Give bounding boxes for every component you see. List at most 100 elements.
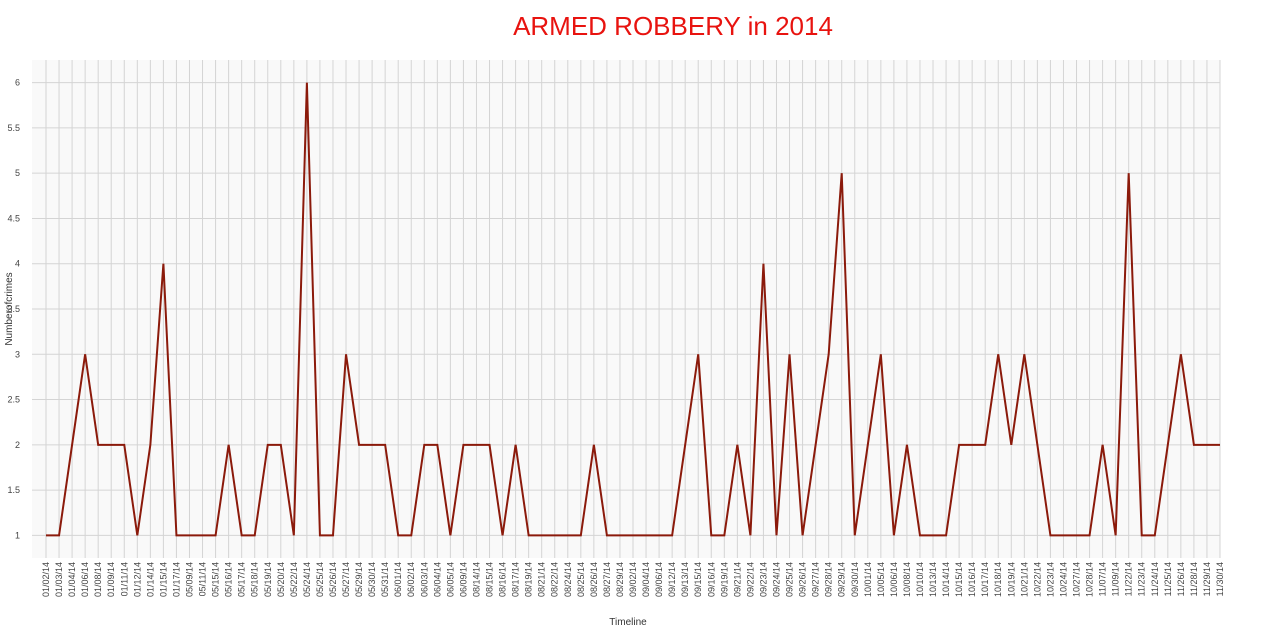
x-tick-label: 10/14/14: [941, 562, 951, 597]
x-tick-label: 05/17/14: [237, 562, 247, 597]
x-tick-label: 01/02/14: [41, 562, 51, 597]
x-tick-label: 10/24/14: [1058, 562, 1068, 597]
x-tick-label: 05/16/14: [224, 562, 234, 597]
x-tick-label: 09/29/14: [837, 562, 847, 597]
x-tick-label: 11/24/14: [1150, 562, 1160, 596]
x-tick-label: 09/23/14: [758, 562, 768, 597]
x-tick-label: 01/06/14: [80, 562, 90, 597]
x-tick-label: 05/30/14: [367, 562, 377, 597]
x-tick-label: 05/31/14: [380, 562, 390, 597]
x-tick-label: 11/30/14: [1215, 562, 1225, 596]
x-tick-label: 10/16/14: [967, 562, 977, 597]
x-tick-label: 08/25/14: [576, 562, 586, 597]
x-axis-label: Timeline: [609, 617, 647, 628]
x-tick-label: 11/26/14: [1176, 562, 1186, 596]
x-tick-label: 06/01/14: [393, 562, 403, 597]
y-axis-label: Numberofcrimes: [4, 272, 15, 345]
x-tick-label: 09/04/14: [641, 562, 651, 597]
x-tick-label: 08/27/14: [602, 562, 612, 597]
data-line: [46, 82, 1220, 537]
x-tick-label: 08/21/14: [537, 562, 547, 597]
x-tick-label: 09/25/14: [785, 562, 795, 597]
x-tick-label: 10/18/14: [993, 562, 1003, 597]
x-tick-label: 01/14/14: [145, 562, 155, 597]
x-tick-label: 05/27/14: [341, 562, 351, 597]
x-tick-label: 10/10/14: [915, 562, 925, 597]
x-tick-label: 09/21/14: [732, 562, 742, 597]
x-tick-label: 09/15/14: [693, 562, 703, 597]
x-tick-label: 06/04/14: [432, 562, 442, 597]
x-tick-label: 10/27/14: [1072, 562, 1082, 597]
x-tick-label: 05/29/14: [354, 562, 364, 597]
x-tick-label: 08/22/14: [550, 562, 560, 597]
x-tick-label: 05/19/14: [263, 562, 273, 597]
y-tick-label: 4: [15, 259, 20, 269]
y-tick-label: 4.5: [7, 213, 20, 223]
x-tick-label: 06/03/14: [419, 562, 429, 597]
x-tick-label: 10/05/14: [876, 562, 886, 597]
x-tick-label: 01/12/14: [132, 562, 142, 597]
y-tick-label: 5: [15, 168, 20, 178]
x-tick-label: 09/12/14: [667, 562, 677, 597]
x-tick-label: 05/11/14: [198, 562, 208, 596]
x-tick-label: 05/15/14: [211, 562, 221, 597]
x-tick-label: 06/02/14: [406, 562, 416, 597]
x-tick-label: 05/24/14: [302, 562, 312, 597]
x-tick-label: 01/11/14: [119, 562, 129, 596]
x-tick-label: 05/26/14: [328, 562, 338, 597]
x-tick-label: 11/22/14: [1124, 562, 1134, 596]
x-tick-label: 08/24/14: [563, 562, 573, 597]
x-tick-label: 10/22/14: [1032, 562, 1042, 597]
x-tick-label: 11/23/14: [1137, 562, 1147, 596]
x-tick-label: 08/14/14: [471, 562, 481, 597]
chart-title: ARMED ROBBERY in 2014: [513, 11, 833, 41]
x-tick-label: 08/19/14: [524, 562, 534, 597]
x-tick-label: 06/09/14: [458, 562, 468, 597]
x-tick-label: 10/13/14: [928, 562, 938, 597]
x-tick-label: 01/04/14: [67, 562, 77, 597]
x-tick-label: 10/17/14: [980, 562, 990, 597]
x-tick-label: 09/22/14: [745, 562, 755, 597]
x-tick-label: 11/29/14: [1202, 562, 1212, 596]
x-tick-label: 05/18/14: [250, 562, 260, 597]
x-tick-label: 01/09/14: [106, 562, 116, 597]
x-tick-label: 09/24/14: [771, 562, 781, 597]
y-tick-label: 5.5: [7, 123, 20, 133]
y-tick-label: 2.5: [7, 395, 20, 405]
y-tick-label: 3.5: [7, 304, 20, 314]
x-tick-label: 10/15/14: [954, 562, 964, 597]
x-tick-label: 01/15/14: [158, 562, 168, 597]
x-tick-label: 09/02/14: [628, 562, 638, 597]
y-tick-label: 1.5: [7, 485, 20, 495]
x-tick-label: 05/20/14: [276, 562, 286, 597]
x-tick-label: 09/16/14: [706, 562, 716, 597]
x-tick-label: 10/28/14: [1085, 562, 1095, 597]
x-tick-label: 08/15/14: [485, 562, 495, 597]
x-tick-label: 01/17/14: [171, 562, 181, 597]
x-tick-label: 08/17/14: [511, 562, 521, 597]
x-tick-label: 08/26/14: [589, 562, 599, 597]
x-tick-label: 11/28/14: [1189, 562, 1199, 596]
x-tick-label: 08/29/14: [615, 562, 625, 597]
x-tick-label: 08/16/14: [498, 562, 508, 597]
x-tick-label: 10/19/14: [1006, 562, 1016, 597]
y-tick-label: 6: [15, 78, 20, 88]
x-tick-label: 11/25/14: [1163, 562, 1173, 596]
x-tick-label: 09/30/14: [850, 562, 860, 597]
x-tick-label: 11/07/14: [1098, 562, 1108, 596]
x-tick-label: 09/26/14: [798, 562, 808, 597]
x-tick-label: 09/13/14: [680, 562, 690, 597]
x-tick-label: 09/28/14: [824, 562, 834, 597]
x-tick-label: 05/25/14: [315, 562, 325, 597]
x-tick-label: 01/03/14: [54, 562, 64, 597]
y-tick-label: 3: [15, 349, 20, 359]
x-tick-label: 01/08/14: [93, 562, 103, 597]
x-tick-label: 10/08/14: [902, 562, 912, 597]
x-tick-label: 11/09/14: [1111, 562, 1121, 596]
x-tick-label: 10/01/14: [863, 562, 873, 597]
y-tick-label: 1: [15, 530, 20, 540]
x-tick-label: 05/22/14: [289, 562, 299, 597]
x-tick-label: 06/05/14: [445, 562, 455, 597]
x-tick-label: 09/19/14: [719, 562, 729, 597]
